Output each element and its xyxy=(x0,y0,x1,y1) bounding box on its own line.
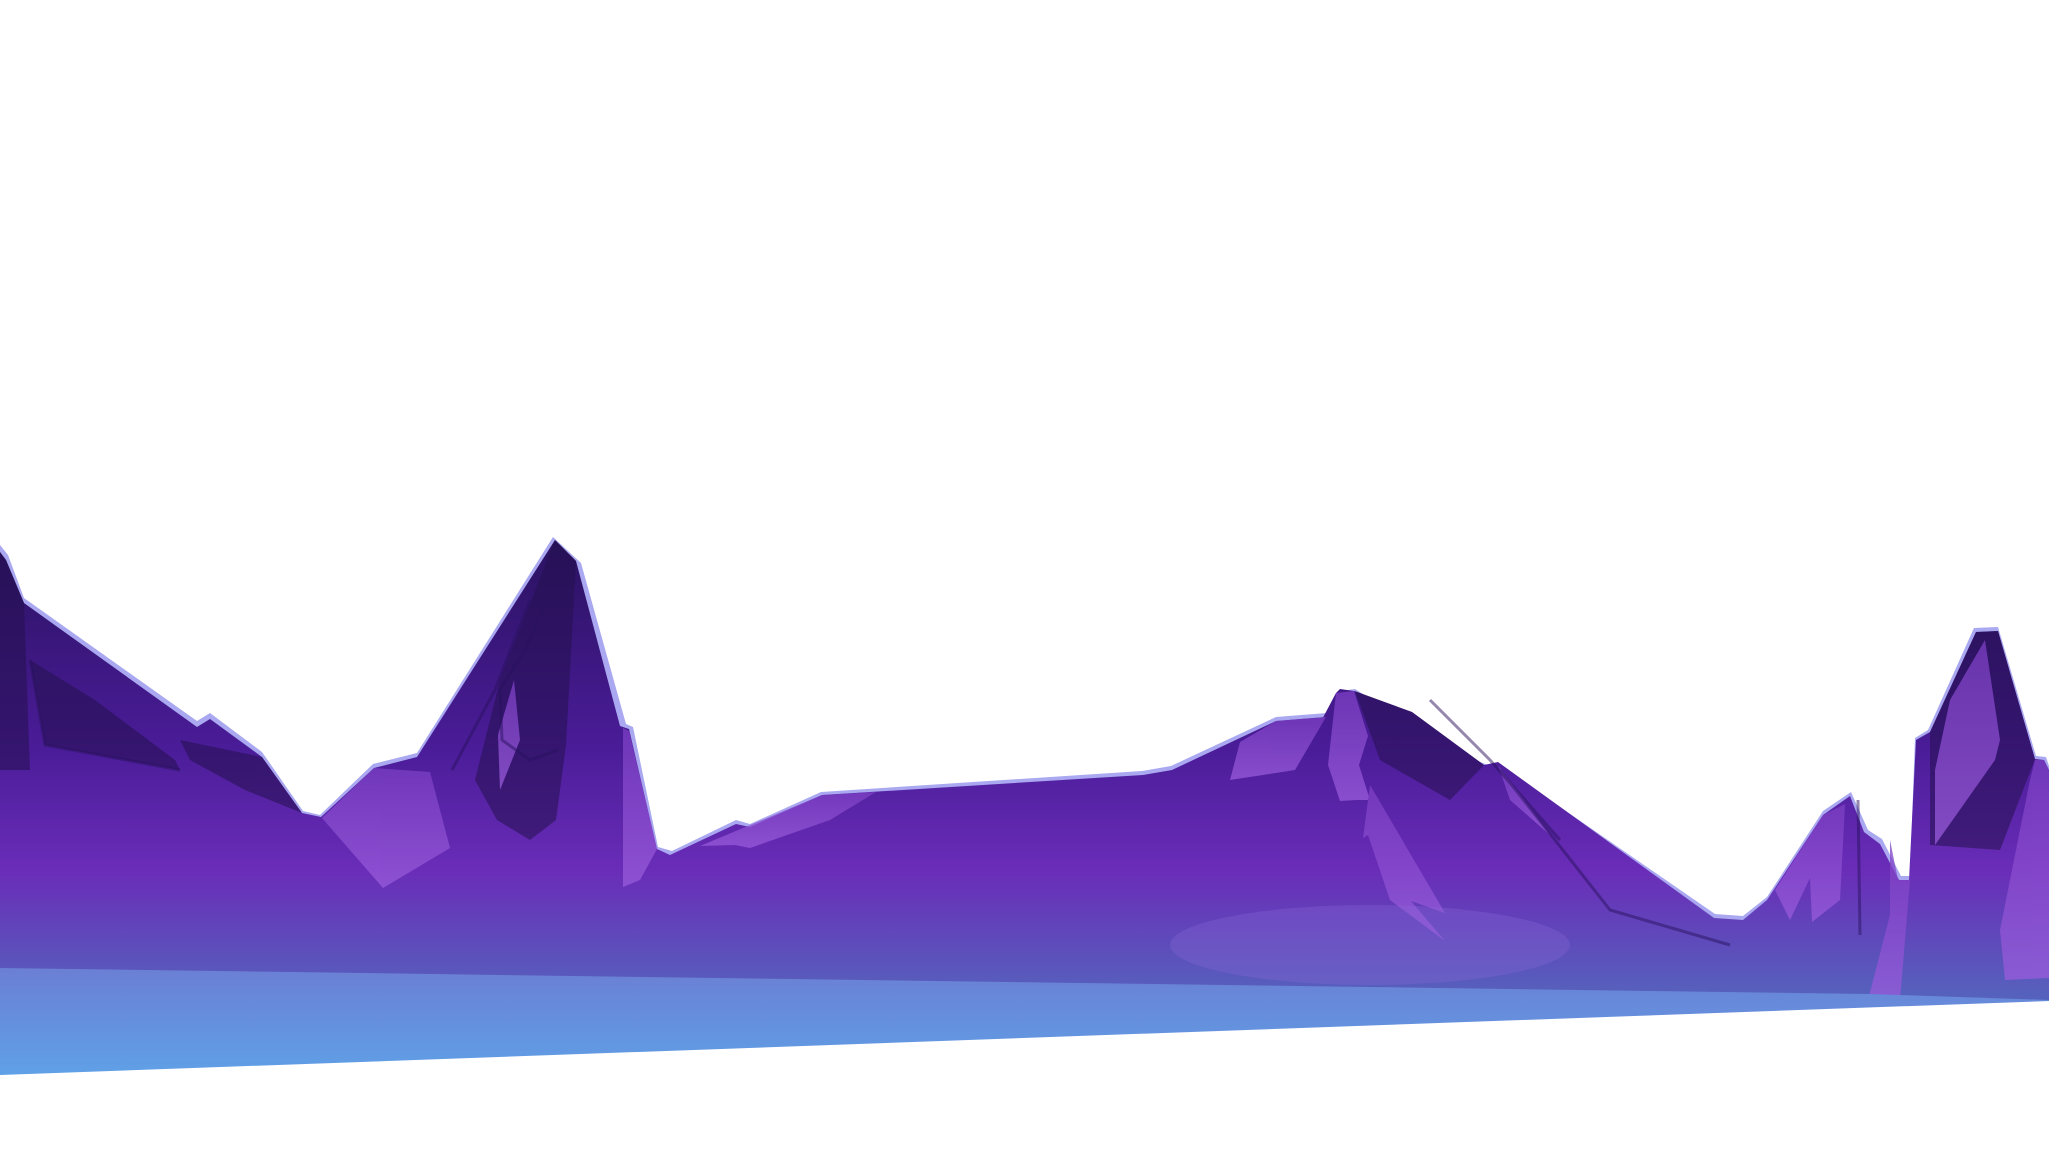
mountain-range xyxy=(0,540,2049,1000)
mist-glow xyxy=(1170,905,1570,985)
ground-slab xyxy=(0,968,2049,1075)
facet-light-9 xyxy=(1775,804,1845,922)
facet-light-3 xyxy=(623,728,657,887)
facet-light-12 xyxy=(1868,840,1910,1000)
facet-light-5 xyxy=(1230,717,1326,780)
light-facets xyxy=(322,640,2049,1000)
facet-light-10 xyxy=(1935,640,2000,845)
facet-light-2 xyxy=(498,680,520,790)
facet-light-1 xyxy=(322,768,450,888)
facet-shadow-1 xyxy=(0,552,30,770)
facet-light-7 xyxy=(1363,785,1445,941)
facet-shadow-3 xyxy=(1355,691,1484,800)
facet-light-6 xyxy=(1328,691,1370,801)
facet-lines xyxy=(28,599,1862,947)
facet-light-4 xyxy=(700,792,876,848)
facet-shadow-6 xyxy=(30,660,180,770)
facet-light-11 xyxy=(2000,760,2049,980)
facet-shadow-5 xyxy=(180,740,302,813)
